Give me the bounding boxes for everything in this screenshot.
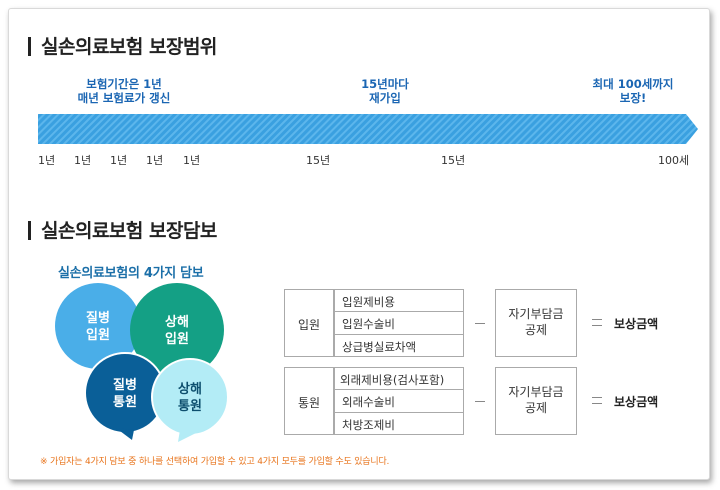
inpatient-item: 상급병실료차액 bbox=[342, 340, 417, 354]
outpatient-result: 보상금액 bbox=[614, 395, 659, 409]
inpatient-label: 입원 bbox=[297, 318, 321, 332]
deductible-line2: 공제 bbox=[524, 401, 548, 415]
outpatient-label-box bbox=[284, 367, 334, 435]
coverage-bubbles: 질병 입원 상해 입원 질병 통원 상해 통원 bbox=[55, 283, 229, 442]
outpatient-deductible-box bbox=[495, 367, 577, 435]
outpatient-item: 외래수술비 bbox=[342, 395, 395, 409]
outpatient-item: 처방조제비 bbox=[342, 418, 395, 432]
item-divider bbox=[334, 311, 464, 312]
bubble-label: 통원 bbox=[178, 399, 202, 414]
equals-icon bbox=[592, 319, 602, 326]
inpatient-deductible: 자기부담금 공제 bbox=[495, 306, 577, 338]
max-age-label-line2: 보장! bbox=[619, 91, 647, 105]
tick-label: 15년 bbox=[441, 154, 466, 167]
illness-inpatient-bubble: 질병 입원 bbox=[55, 283, 141, 369]
injury-outpatient-bubble: 상해 통원 bbox=[151, 358, 229, 442]
timeline-arrow bbox=[38, 114, 698, 144]
coverage-subtitle: 실손의료보험의 4가지 담보 bbox=[58, 266, 204, 281]
deductible-line1: 자기부담금 bbox=[508, 307, 564, 321]
bubble-label: 질병 bbox=[86, 310, 110, 326]
max-age-label-line1: 최대 100세까지 bbox=[592, 77, 674, 91]
minus-icon bbox=[475, 323, 485, 324]
tick-label: 1년 bbox=[74, 154, 92, 167]
deductible-line1: 자기부담금 bbox=[508, 385, 564, 399]
tick-label: 1년 bbox=[38, 154, 56, 167]
bubble-label: 입원 bbox=[165, 332, 189, 347]
bubble-label: 질병 bbox=[113, 377, 137, 393]
footnote: ※ 가입자는 4가지 담보 중 하나를 선택하여 가입할 수 있고 4가지 모두… bbox=[40, 457, 390, 467]
range-section-title: 실손의료보험 보장범위 bbox=[28, 32, 217, 59]
renew-label: 보험기간은 1년 매년 보험료가 갱신 bbox=[64, 77, 184, 105]
inpatient-deductible-box bbox=[495, 289, 577, 357]
title-bar-icon bbox=[28, 221, 31, 240]
outpatient-items-box bbox=[334, 367, 464, 435]
minus-icon bbox=[475, 401, 485, 402]
bubble-label: 통원 bbox=[113, 395, 137, 410]
coverage-title-text: 실손의료보험 보장담보 bbox=[41, 220, 217, 242]
bubble-label: 상해 bbox=[165, 314, 189, 330]
max-age-label: 최대 100세까지 보장! bbox=[578, 77, 688, 105]
inpatient-items-box bbox=[334, 289, 464, 357]
tick-label: 1년 bbox=[110, 154, 128, 167]
bubble-label: 입원 bbox=[86, 328, 110, 343]
outpatient-deductible: 자기부담금 공제 bbox=[495, 384, 577, 416]
inpatient-result: 보상금액 bbox=[614, 317, 659, 331]
title-bar-icon bbox=[28, 37, 31, 56]
bubble-label: 상해 bbox=[178, 381, 202, 397]
outpatient-item: 외래제비용(검사포함) bbox=[340, 373, 445, 387]
inpatient-label-box bbox=[284, 289, 334, 357]
range-title-text: 실손의료보험 보장범위 bbox=[41, 36, 217, 58]
rejoin-label: 15년마다 재가입 bbox=[345, 77, 425, 105]
injury-inpatient-bubble: 상해 입원 bbox=[130, 283, 224, 377]
inpatient-item: 입원제비용 bbox=[342, 295, 395, 309]
tick-label: 1년 bbox=[146, 154, 164, 167]
outpatient-label: 통원 bbox=[297, 396, 321, 410]
item-divider bbox=[334, 334, 464, 335]
tick-label: 1년 bbox=[183, 154, 201, 167]
coverage-section-title: 실손의료보험 보장담보 bbox=[28, 216, 217, 243]
equals-icon bbox=[592, 397, 602, 404]
item-divider bbox=[334, 412, 464, 413]
tick-label: 15년 bbox=[306, 154, 331, 167]
inpatient-item: 입원수술비 bbox=[342, 317, 395, 331]
item-divider bbox=[334, 389, 464, 390]
rejoin-label-line2: 재가입 bbox=[369, 91, 401, 105]
tick-label: 100세 bbox=[658, 154, 690, 167]
renew-label-line1: 보험기간은 1년 bbox=[86, 77, 162, 91]
deductible-line2: 공제 bbox=[524, 323, 548, 337]
rejoin-label-line1: 15년마다 bbox=[361, 77, 409, 91]
renew-label-line2: 매년 보험료가 갱신 bbox=[77, 91, 171, 105]
